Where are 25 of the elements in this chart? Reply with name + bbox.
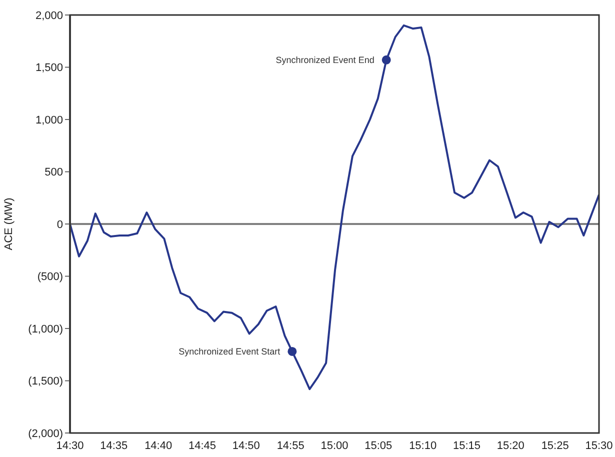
y-tick-label: (1,500) <box>28 376 63 388</box>
x-tick-label: 15:20 <box>496 440 524 452</box>
x-tick-label: 14:55 <box>276 440 304 452</box>
y-axis-title: ACE (MW) <box>2 198 15 250</box>
x-tick-label: 14:45 <box>188 440 216 452</box>
x-tick-label: 15:00 <box>320 440 348 452</box>
annotation: Synchronized Event Start <box>178 346 281 357</box>
y-tick-label: (500) <box>37 271 63 284</box>
y-tick-label: 0 <box>56 218 63 231</box>
y-tick-label: 2,000 <box>35 10 63 22</box>
x-tick-label: 15:05 <box>364 440 392 452</box>
y-tick-label: (2,000) <box>28 428 63 440</box>
x-tick-label: 15:30 <box>585 440 613 452</box>
y-tick-label: (1,000) <box>28 323 63 336</box>
x-tick-label: 14:40 <box>144 440 172 452</box>
y-tick-label: 500 <box>44 166 63 179</box>
x-tick-label: 14:50 <box>232 440 260 452</box>
x-tick-label: 15:10 <box>409 440 437 452</box>
x-tick-label: 14:35 <box>100 440 128 452</box>
x-tick-label: 15:25 <box>541 440 569 452</box>
annotation: Synchronized Event End <box>276 55 374 66</box>
y-tick-label: 1,500 <box>35 62 63 74</box>
x-tick-label: 14:30 <box>56 440 84 452</box>
x-tick-label: 15:15 <box>452 440 481 452</box>
y-tick-label: 1,000 <box>35 114 63 126</box>
